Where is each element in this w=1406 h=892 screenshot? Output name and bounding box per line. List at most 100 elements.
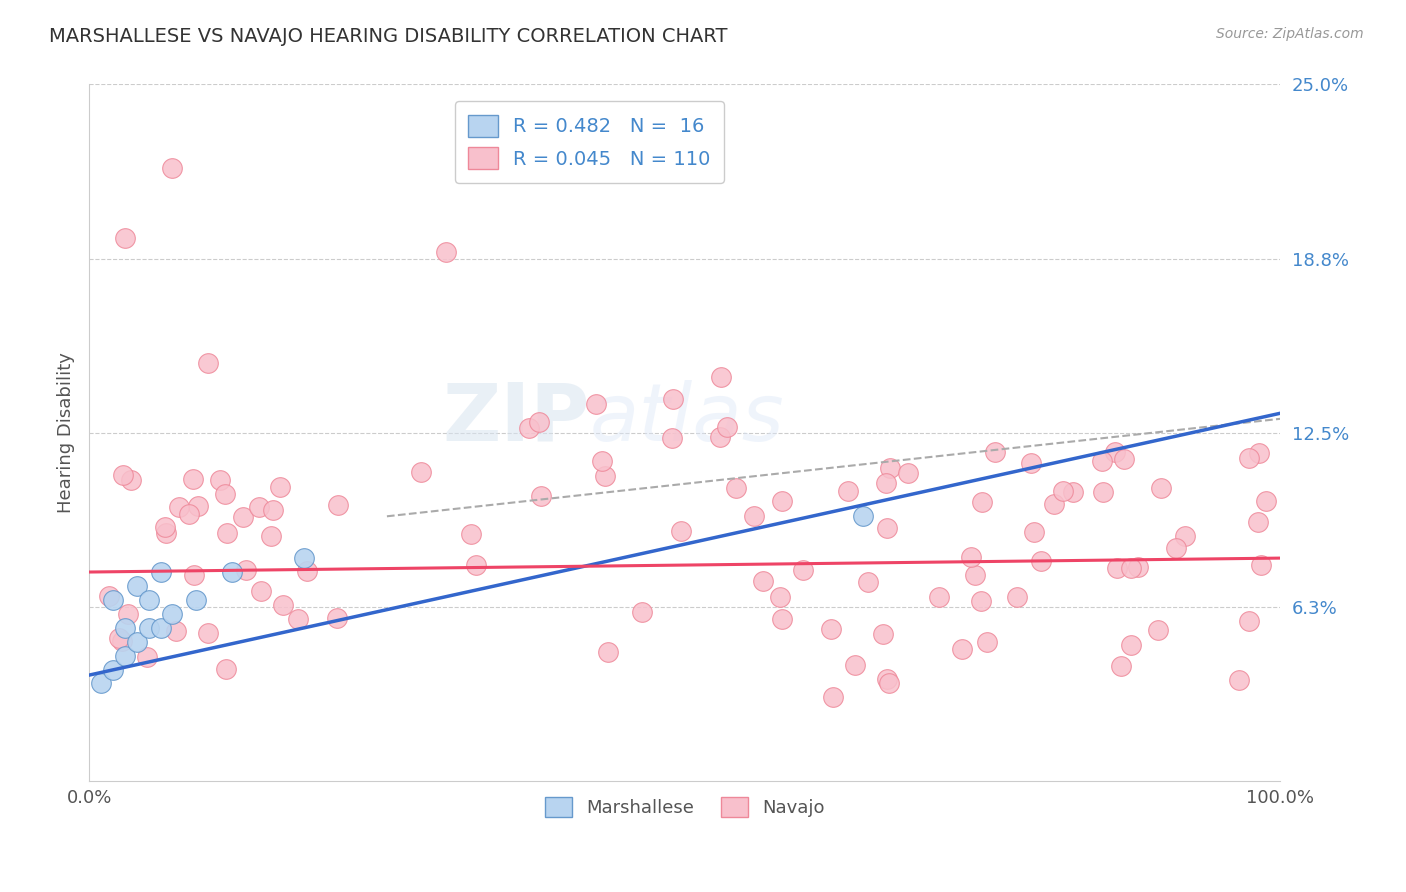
- Point: [1005, 591, 1028, 605]
- Point: [950, 642, 973, 657]
- Point: [287, 611, 309, 625]
- Text: ZIP: ZIP: [443, 380, 589, 458]
- Point: [97, 590, 120, 604]
- Point: [235, 563, 257, 577]
- Point: [186, 593, 208, 607]
- Point: [165, 624, 187, 639]
- Point: [1174, 529, 1197, 543]
- Point: [872, 627, 894, 641]
- Point: [138, 621, 160, 635]
- Point: [1024, 525, 1046, 540]
- Point: [928, 591, 950, 605]
- Y-axis label: Hearing Disability: Hearing Disability: [58, 352, 75, 513]
- Point: [295, 564, 318, 578]
- Point: [117, 607, 139, 621]
- Point: [591, 454, 613, 468]
- Point: [752, 574, 775, 588]
- Point: [262, 503, 284, 517]
- Point: [972, 495, 994, 509]
- Point: [1109, 659, 1132, 673]
- Point: [877, 675, 900, 690]
- Point: [593, 468, 616, 483]
- Point: [631, 605, 654, 619]
- Point: [111, 467, 134, 482]
- Point: [527, 415, 550, 429]
- Point: [167, 500, 190, 515]
- Point: [1114, 451, 1136, 466]
- Point: [875, 475, 897, 490]
- Point: [1164, 541, 1187, 556]
- Point: [770, 493, 793, 508]
- Point: [1104, 444, 1126, 458]
- Point: [1250, 558, 1272, 572]
- Point: [1091, 453, 1114, 467]
- Point: [1119, 638, 1142, 652]
- Point: [876, 521, 898, 535]
- Text: MARSHALLESE VS NAVAJO HEARING DISABILITY CORRELATION CHART: MARSHALLESE VS NAVAJO HEARING DISABILITY…: [49, 27, 728, 45]
- Point: [292, 551, 315, 566]
- Point: [411, 465, 433, 479]
- Point: [155, 526, 177, 541]
- Point: [187, 499, 209, 513]
- Point: [250, 583, 273, 598]
- Text: atlas: atlas: [589, 380, 785, 458]
- Point: [153, 520, 176, 534]
- Point: [125, 579, 148, 593]
- Point: [983, 445, 1005, 459]
- Point: [770, 612, 793, 626]
- Point: [101, 663, 124, 677]
- Point: [530, 489, 553, 503]
- Point: [1237, 450, 1260, 465]
- Point: [135, 649, 157, 664]
- Point: [1105, 561, 1128, 575]
- Point: [1254, 493, 1277, 508]
- Point: [1043, 497, 1066, 511]
- Point: [1150, 482, 1173, 496]
- Point: [585, 396, 607, 410]
- Point: [114, 621, 136, 635]
- Point: [970, 594, 993, 608]
- Point: [269, 480, 291, 494]
- Point: [1237, 615, 1260, 629]
- Point: [1091, 485, 1114, 500]
- Point: [876, 672, 898, 686]
- Point: [197, 356, 219, 370]
- Point: [976, 635, 998, 649]
- Point: [1062, 484, 1084, 499]
- Point: [879, 461, 901, 475]
- Point: [221, 565, 243, 579]
- Point: [852, 509, 875, 524]
- Point: [1146, 623, 1168, 637]
- Point: [183, 568, 205, 582]
- Point: [821, 690, 844, 704]
- Point: [108, 631, 131, 645]
- Point: [669, 524, 692, 539]
- Point: [709, 429, 731, 443]
- Point: [328, 498, 350, 512]
- Point: [114, 230, 136, 244]
- Point: [460, 526, 482, 541]
- Point: [217, 526, 239, 541]
- Point: [101, 593, 124, 607]
- Point: [1119, 561, 1142, 575]
- Point: [1052, 484, 1074, 499]
- Point: [768, 590, 790, 604]
- Point: [90, 676, 112, 690]
- Point: [963, 568, 986, 582]
- Point: [1247, 516, 1270, 530]
- Point: [232, 509, 254, 524]
- Point: [181, 472, 204, 486]
- Point: [125, 634, 148, 648]
- Point: [179, 508, 201, 522]
- Point: [792, 563, 814, 577]
- Point: [519, 421, 541, 435]
- Point: [1247, 446, 1270, 460]
- Point: [716, 420, 738, 434]
- Point: [662, 392, 685, 407]
- Point: [844, 657, 866, 672]
- Point: [1029, 554, 1052, 568]
- Point: [709, 370, 731, 384]
- Point: [1126, 559, 1149, 574]
- Point: [436, 244, 458, 259]
- Point: [197, 626, 219, 640]
